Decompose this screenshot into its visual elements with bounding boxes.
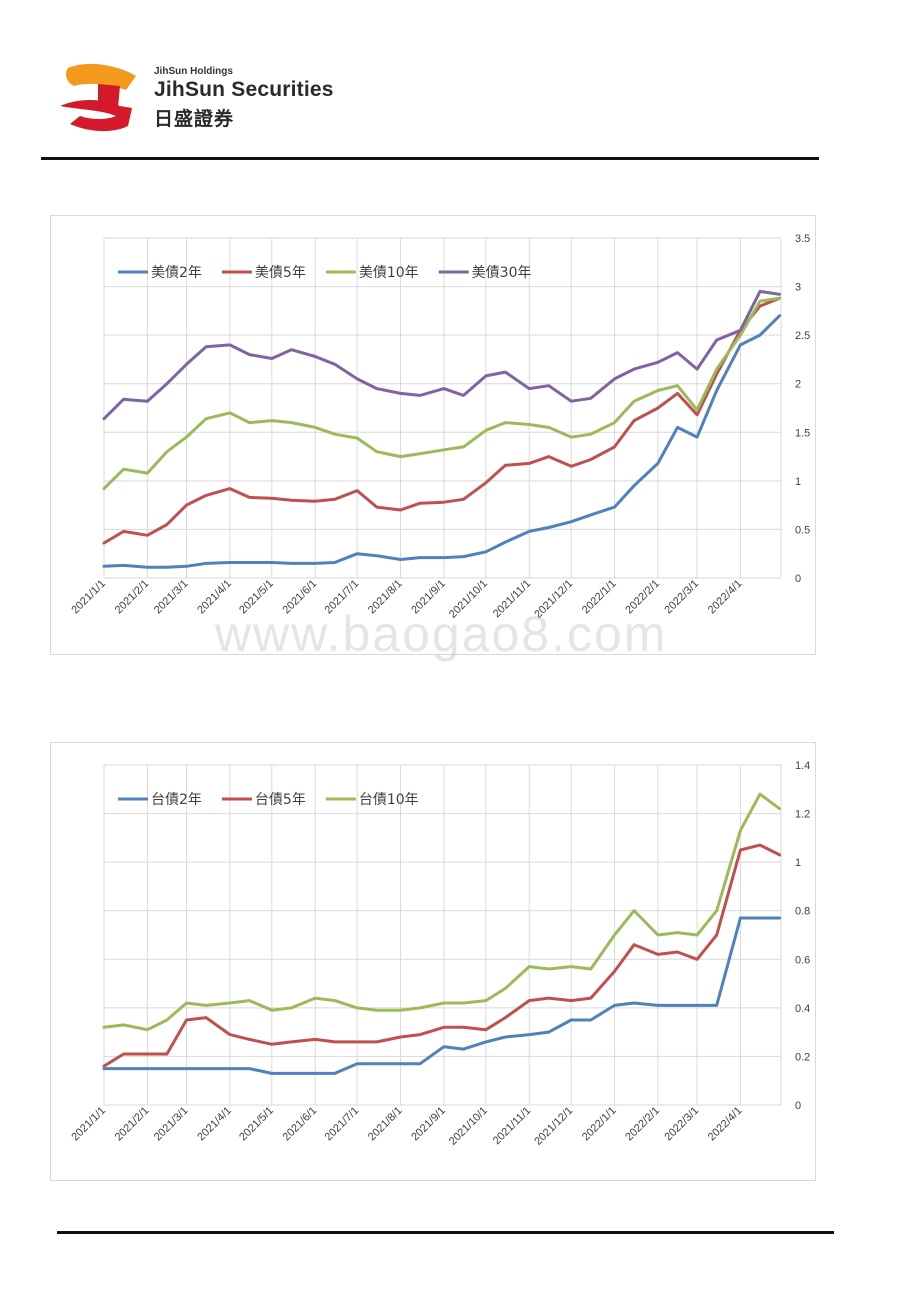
x-tick-label: 2021/4/1 [195, 1105, 234, 1144]
y-tick-label: 0 [795, 573, 801, 585]
x-tick-label: 2021/8/1 [366, 1105, 405, 1144]
watermark-text: www.baogao8.com [215, 606, 668, 662]
logo-orange-wave [66, 63, 136, 90]
x-tick-label: 2021/6/1 [281, 1105, 320, 1144]
x-tick-label: 2022/3/1 [662, 578, 701, 617]
y-tick-label: 2.5 [795, 330, 810, 342]
y-tick-label: 1.5 [795, 427, 810, 439]
brand-chinese-text: 日盛證券 [154, 108, 235, 130]
x-tick-label: 2021/3/1 [152, 578, 191, 617]
y-tick-label: 1.2 [795, 809, 810, 821]
brand-main-text: JihSun Securities [154, 78, 334, 101]
legend-label: 台債10年 [359, 792, 419, 808]
us-treasury-chart-svg: 0 0.5 1 1.5 2 2.5 3 3.5 2021/1/1 2021/2/1 2021/3/1… [69, 233, 810, 621]
company-logo: JihSun Holdings JihSun Securities 日盛證券 [58, 62, 358, 134]
x-tick-label: 2021/2/1 [113, 1105, 152, 1144]
logo-red-bar [98, 84, 120, 108]
y-tick-label: 1 [795, 857, 801, 869]
x-tick-label: 2022/2/1 [623, 1105, 662, 1144]
legend-label: 美債5年 [255, 265, 306, 281]
legend-label: 台債5年 [255, 792, 306, 808]
x-tick-label: 2021/3/1 [152, 1105, 191, 1144]
y-tick-label: 0.8 [795, 906, 810, 918]
legend-label: 美債10年 [359, 265, 419, 281]
series-line-1 [102, 843, 782, 1068]
x-tick-label: 2022/3/1 [662, 1105, 701, 1144]
y-tick-label: 3.5 [795, 233, 810, 245]
x-tick-label: 2021/12/1 [532, 1105, 575, 1148]
y-tick-label: 0.5 [795, 524, 810, 536]
series-line-2 [102, 792, 782, 1032]
x-tick-label: 2021/1/1 [69, 1105, 108, 1144]
y-tick-label: 3 [795, 282, 801, 294]
legend-label: 美債30年 [472, 265, 532, 281]
series-line-2 [102, 296, 782, 491]
us-treasury-yield-chart: 0 0.5 1 1.5 2 2.5 3 3.5 2021/1/1 2021/2/1 2021/3/1… [50, 215, 816, 655]
series-line-0 [102, 314, 782, 569]
series-line-3 [102, 289, 782, 421]
y-tick-label: 1 [795, 476, 801, 488]
logo-mark-icon [60, 63, 136, 132]
y-tick-label: 1.4 [795, 760, 810, 772]
header-rule [41, 157, 819, 160]
series-line-0 [102, 916, 782, 1075]
x-tick-label: 2021/7/1 [323, 1105, 362, 1144]
x-tick-label: 2021/5/1 [237, 1105, 276, 1144]
legend-label: 美債2年 [151, 265, 202, 281]
brand-small-text: JihSun Holdings [154, 66, 233, 77]
x-tick-label: 2021/10/1 [447, 1105, 490, 1148]
x-tick-label: 2021/9/1 [409, 1105, 448, 1144]
x-tick-label: 2022/1/1 [580, 1105, 619, 1144]
x-tick-label: 2021/11/1 [491, 1105, 534, 1148]
y-tick-label: 2 [795, 379, 801, 391]
logo-red-wave [60, 100, 132, 132]
tw-bond-yield-chart: 0 0.2 0.4 0.6 0.8 1 1.2 1.4 2021/1/1 2021/2/1 2021… [50, 742, 816, 1181]
x-tick-label: 2022/4/1 [706, 1105, 745, 1144]
x-tick-label: 2022/4/1 [706, 578, 745, 617]
y-tick-label: 0 [795, 1100, 801, 1112]
x-tick-label: 2021/1/1 [69, 578, 108, 617]
y-tick-label: 0.4 [795, 1003, 810, 1015]
x-tick-label: 2021/2/1 [113, 578, 152, 617]
series-line-1 [102, 296, 782, 545]
legend-label: 台債2年 [151, 792, 202, 808]
y-tick-label: 0.6 [795, 954, 810, 966]
footer-rule [57, 1231, 834, 1234]
y-tick-label: 0.2 [795, 1051, 810, 1063]
